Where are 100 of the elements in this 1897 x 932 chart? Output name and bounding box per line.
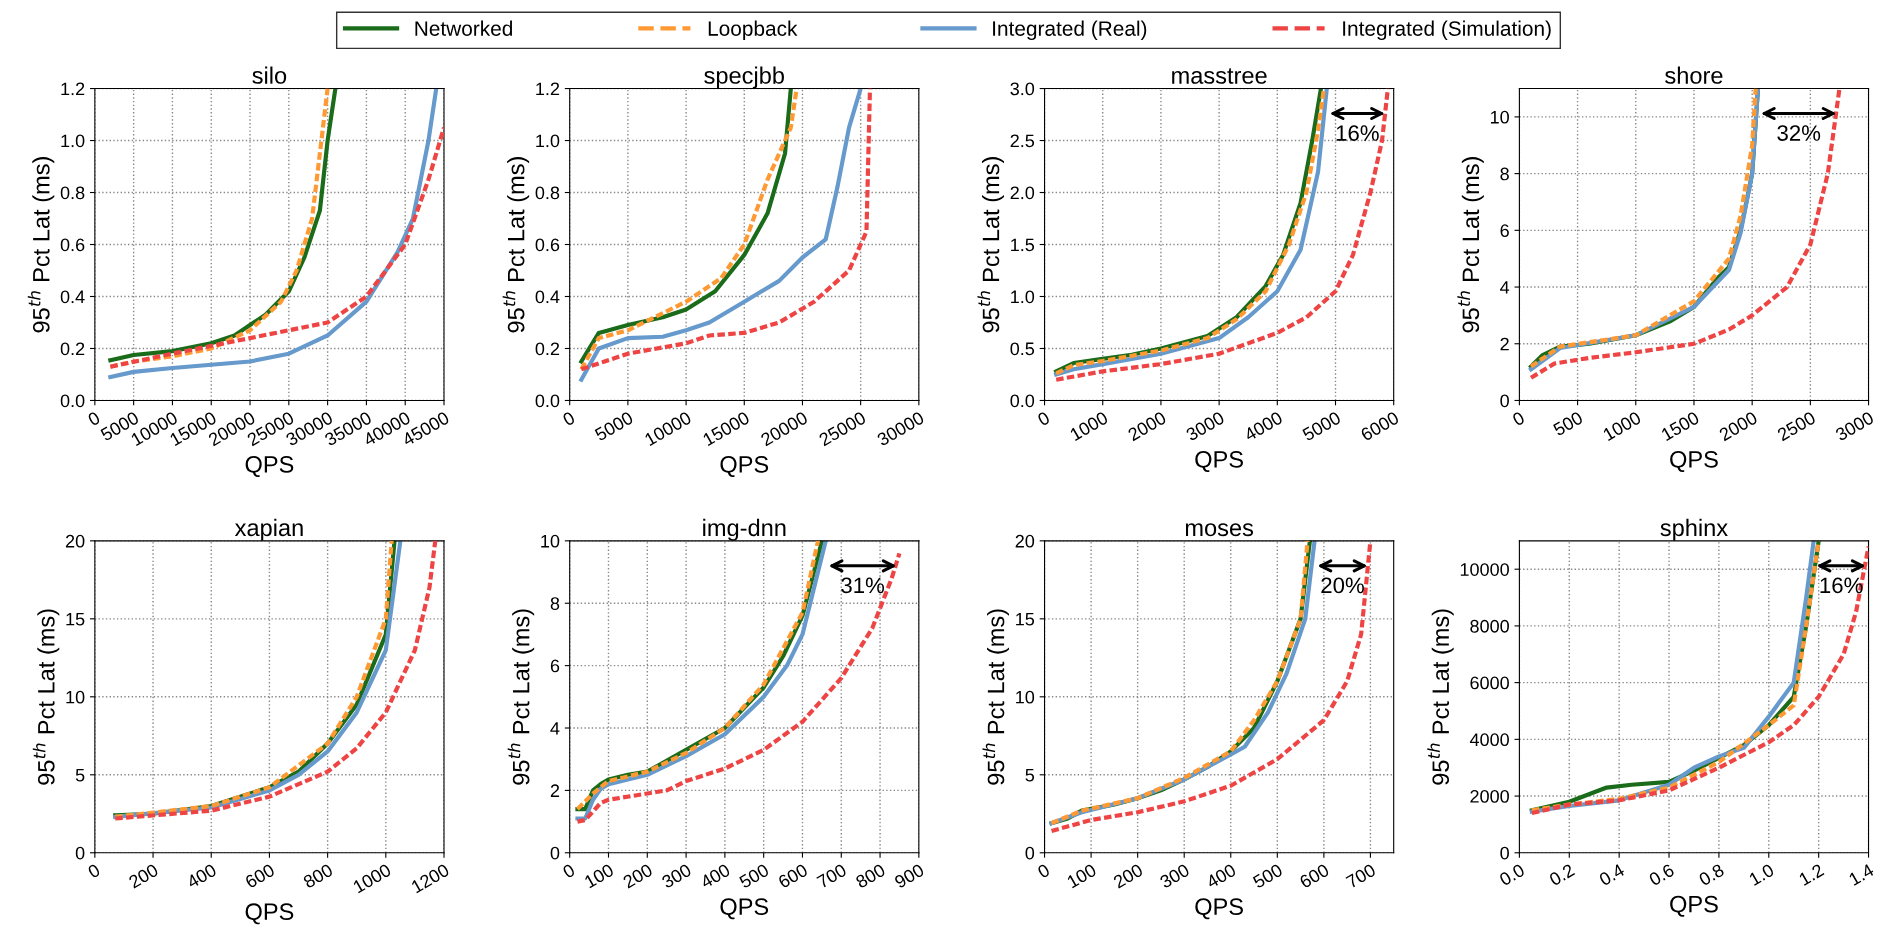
y-tick-label: 0.8	[535, 186, 560, 200]
x-tick-label: 700	[1345, 863, 1377, 889]
y-axis-title: 95$^{th}$ Pct Lat (ms)	[27, 157, 55, 333]
y-tick-label: 0	[1500, 394, 1509, 408]
x-tick-label: 1000	[1069, 410, 1109, 442]
y-tick-label: 8	[1500, 167, 1509, 181]
y-axis-title: 95$^{th}$ Pct Lat (ms)	[1457, 157, 1484, 333]
y-axis-title: 95$^{th}$ Pct Lat (ms)	[507, 609, 535, 785]
x-tick-label: 500	[738, 863, 770, 889]
y-tick-label: 10	[1490, 110, 1509, 124]
y-axis-title: 95$^{th}$ Pct Lat (ms)	[502, 157, 530, 333]
line-series	[1528, 88, 1842, 380]
x-tick-label: 5000	[1301, 410, 1342, 442]
y-tick-label: 20	[65, 534, 85, 548]
x-axis-title: QPS	[1195, 898, 1243, 920]
x-tick-label: 1200	[410, 863, 451, 894]
y-axis-title: 95$^{th}$ Pct Lat (ms)	[977, 157, 1004, 333]
y-tick-label: 10	[66, 690, 85, 704]
x-axis-title: QPS	[720, 898, 769, 920]
x-tick-label: 200	[622, 863, 654, 889]
x-tick-label: 0.8	[1698, 863, 1725, 887]
x-tick-label: 700	[816, 863, 848, 889]
x-tick-label: 500	[1552, 410, 1584, 437]
x-tick-label: 400	[185, 863, 218, 889]
x-tick-label: 800	[854, 863, 887, 889]
y-tick-label: 0	[75, 846, 85, 860]
y-tick-label: 0.6	[535, 238, 560, 252]
x-tick-label: 600	[1298, 863, 1330, 889]
x-tick-label: 300	[1158, 863, 1191, 889]
y-axis-title: 95$^{th}$ Pct Lat (ms)	[32, 609, 60, 785]
y-axis-title: 95$^{th}$ Pct Lat (ms)	[1427, 609, 1454, 785]
x-tick-label: 100	[1066, 863, 1098, 889]
y-tick-label: 0	[1500, 846, 1509, 860]
x-tick-label: 4000	[1243, 410, 1284, 442]
y-tick-label: 0	[550, 846, 560, 860]
y-tick-label: 4000	[1469, 733, 1509, 747]
y-tick-label: 0.5	[1010, 342, 1035, 356]
line-series	[108, 88, 439, 380]
x-tick-label: 2000	[1718, 410, 1759, 442]
y-tick-label: 4	[550, 722, 560, 735]
x-tick-label: 0	[561, 863, 576, 879]
y-tick-label: 2	[1500, 337, 1509, 351]
legend-label: Loopback	[708, 20, 798, 41]
x-tick-label: 2000	[1127, 410, 1167, 442]
y-tick-label: 0.2	[60, 342, 85, 356]
y-tick-label: 1.0	[61, 134, 85, 148]
y-tick-label: 1.2	[536, 82, 560, 96]
y-tick-label: 20	[1015, 534, 1035, 548]
x-tick-label: 0.2	[1548, 863, 1576, 887]
x-tick-label: 900	[893, 863, 925, 889]
x-tick-label: 0	[87, 410, 101, 427]
y-tick-label: 3.0	[1010, 82, 1035, 96]
y-tick-label: 10	[541, 534, 560, 548]
y-tick-label: 0.6	[60, 238, 85, 252]
x-tick-label: 400	[699, 863, 731, 889]
x-axis-title: QPS	[245, 456, 294, 477]
x-axis-title: QPS	[720, 456, 769, 477]
x-tick-label: 0.6	[1648, 863, 1675, 887]
chart-title: specjbb	[704, 66, 784, 89]
x-tick-label: 2500	[1776, 410, 1817, 442]
x-tick-label: 200	[1112, 863, 1144, 889]
x-tick-label: 1000	[1602, 410, 1642, 442]
y-tick-label: 2.5	[1010, 134, 1035, 148]
x-tick-label: 300	[660, 863, 693, 889]
y-tick-label: 15	[1016, 612, 1035, 626]
chart-title: shore	[1665, 66, 1723, 84]
y-tick-label: 6	[550, 659, 560, 673]
y-tick-label: 6000	[1470, 676, 1509, 690]
chart-title: masstree	[1172, 68, 1267, 84]
x-axis-title: QPS	[1670, 895, 1718, 917]
y-tick-label: 1.0	[536, 134, 560, 148]
chart-title: silo	[252, 66, 287, 84]
y-tick-label: 0.0	[1010, 394, 1035, 408]
y-tick-label: 1.5	[1011, 238, 1035, 252]
y-tick-label: 2000	[1470, 790, 1509, 803]
y-tick-label: 0.8	[60, 186, 85, 200]
x-tick-label: 6000	[1359, 410, 1400, 442]
x-tick-label: 1000	[352, 863, 392, 894]
chart-title: img-dnn	[703, 518, 786, 541]
x-axis-title: QPS	[245, 903, 294, 925]
x-tick-label: 100	[583, 863, 615, 889]
line-series	[575, 551, 902, 824]
y-tick-label: 1.2	[61, 82, 85, 96]
x-tick-label: 1.4	[1848, 863, 1875, 886]
x-tick-label: 600	[244, 863, 276, 889]
x-tick-label: 3000	[1185, 410, 1226, 442]
x-tick-label: 0	[1036, 410, 1051, 427]
y-tick-label: 8000	[1470, 619, 1509, 633]
y-axis-title: 95$^{th}$ Pct Lat (ms)	[982, 609, 1009, 785]
x-tick-label: 1500	[1660, 410, 1700, 442]
annotation: 16%	[1336, 125, 1379, 141]
y-tick-label: 10000	[1460, 563, 1509, 576]
x-tick-label: 600	[777, 863, 809, 889]
annotation: 31%	[841, 577, 885, 594]
y-tick-label: 8	[550, 597, 560, 610]
chart-title: sphinx	[1660, 518, 1728, 541]
chart-title: moses	[1185, 523, 1254, 537]
y-tick-label: 2	[550, 784, 560, 797]
x-axis-title: QPS	[1195, 451, 1243, 472]
y-tick-label: 0.4	[535, 290, 560, 304]
